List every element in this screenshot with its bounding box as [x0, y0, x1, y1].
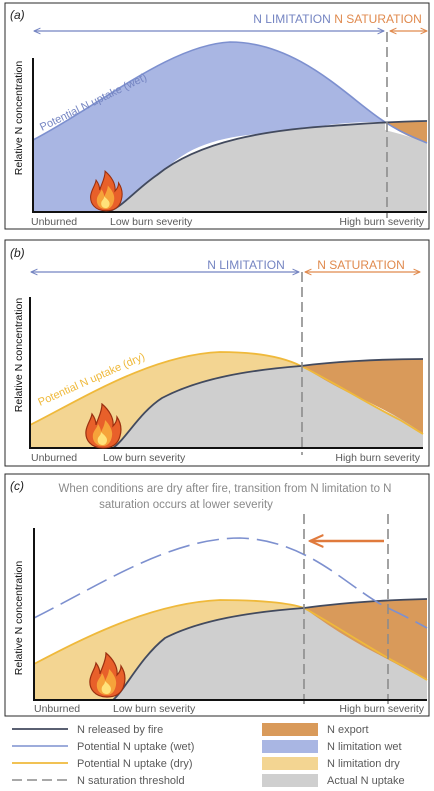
panel-c-frame	[4, 473, 430, 717]
panel-b-y-axis-label: Relative N concentration	[13, 298, 25, 413]
legend-label-n-limitation-wet: N limitation wet	[327, 741, 402, 753]
legend-label-potential-n-uptake-dry: Potential N uptake (dry)	[77, 758, 193, 770]
n-released-by-fire-line	[112, 358, 424, 449]
legend-label-n-limitation-dry: N limitation dry	[327, 758, 400, 770]
x-label-high-burn-severity: High burn severity	[339, 703, 424, 715]
x-label-unburned: Unburned	[31, 216, 77, 228]
panel-c-tag: (c)	[10, 479, 24, 493]
panel-a: (a) Relative N concentration N LIMITATIO…	[4, 2, 430, 230]
n-saturation-label: N SATURATION	[334, 12, 422, 26]
n-released-by-fire-line	[105, 120, 428, 213]
panel-c: (c) Relative N concentration When condit…	[4, 473, 430, 717]
n-limitation-label: N LIMITATION	[207, 258, 285, 272]
x-label-high-burn-severity: High burn severity	[339, 216, 424, 228]
panel-b-tag: (b)	[10, 246, 25, 260]
potential-n-uptake-wet-line	[32, 41, 428, 144]
x-label-unburned: Unburned	[31, 452, 77, 464]
panel-a-frame	[4, 2, 430, 230]
potential-n-uptake-dry-line	[33, 599, 428, 681]
potential-n-uptake-wet-line	[33, 537, 428, 629]
legend: N released by fire Potential N uptake (w…	[12, 723, 405, 787]
annotation-line-2: saturation occurs at lower severity	[99, 499, 273, 511]
n-released-by-fire-line	[112, 598, 428, 701]
x-label-high-burn-severity: High burn severity	[335, 452, 420, 464]
legend-label-n-export: N export	[327, 724, 369, 736]
x-label-unburned: Unburned	[34, 703, 80, 715]
panel-c-y-axis-label: Relative N concentration	[13, 561, 25, 676]
legend-swatch-n-limitation-dry	[262, 757, 318, 770]
panel-a-y-axis-label: Relative N concentration	[13, 61, 25, 176]
legend-label-potential-n-uptake-wet: Potential N uptake (wet)	[77, 741, 194, 753]
panel-b: (b) Relative N concentration N LIMITATIO…	[4, 239, 430, 467]
n-limitation-wet-area	[33, 42, 385, 212]
legend-swatch-n-limitation-wet	[262, 740, 318, 753]
n-export-area	[304, 599, 427, 680]
legend-label-actual-n-uptake: Actual N uptake	[327, 775, 405, 787]
panel-b-frame	[4, 239, 430, 467]
annotation-line-1: When conditions are dry after fire, tran…	[59, 483, 392, 495]
n-limitation-label: N LIMITATION	[253, 12, 331, 26]
panel-a-tag: (a)	[10, 8, 25, 22]
actual-n-uptake-area	[84, 122, 427, 212]
x-label-low-burn-severity: Low burn severity	[113, 703, 196, 715]
n-export-area	[301, 359, 423, 434]
potential-n-uptake-dry-line	[29, 351, 424, 435]
n-saturation-label: N SATURATION	[317, 258, 405, 272]
legend-label-n-saturation-threshold: N saturation threshold	[77, 775, 185, 787]
x-label-low-burn-severity: Low burn severity	[103, 452, 186, 464]
legend-label-n-released-by-fire: N released by fire	[77, 724, 163, 736]
legend-swatch-n-export	[262, 723, 318, 736]
legend-swatch-actual-n-uptake	[262, 774, 318, 787]
x-label-low-burn-severity: Low burn severity	[110, 216, 193, 228]
